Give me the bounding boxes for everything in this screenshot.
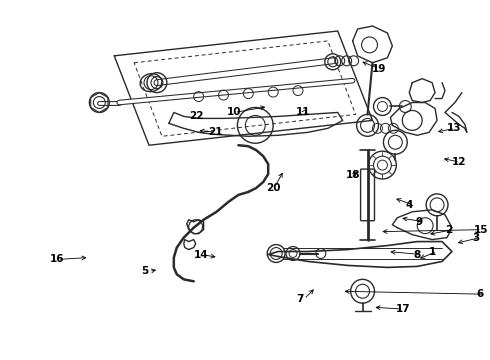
Text: 9: 9: [415, 217, 422, 227]
Text: 5: 5: [141, 266, 148, 276]
Text: 12: 12: [452, 157, 466, 167]
Text: 15: 15: [474, 225, 489, 235]
Text: 7: 7: [296, 294, 303, 304]
Text: 2: 2: [445, 225, 452, 235]
Text: 17: 17: [395, 304, 410, 314]
Text: 22: 22: [189, 112, 203, 121]
Text: 20: 20: [266, 183, 281, 193]
Text: 16: 16: [49, 255, 64, 265]
Text: 21: 21: [209, 127, 223, 137]
Text: 14: 14: [194, 249, 208, 260]
Text: 1: 1: [429, 247, 437, 257]
Text: 8: 8: [413, 249, 420, 260]
Text: 11: 11: [296, 107, 311, 117]
Text: 4: 4: [405, 200, 413, 210]
Text: 18: 18: [345, 170, 360, 180]
Text: 19: 19: [371, 64, 386, 74]
Text: 6: 6: [477, 289, 484, 299]
Text: 13: 13: [447, 123, 462, 133]
Text: 3: 3: [472, 233, 479, 243]
Text: 10: 10: [226, 107, 241, 117]
